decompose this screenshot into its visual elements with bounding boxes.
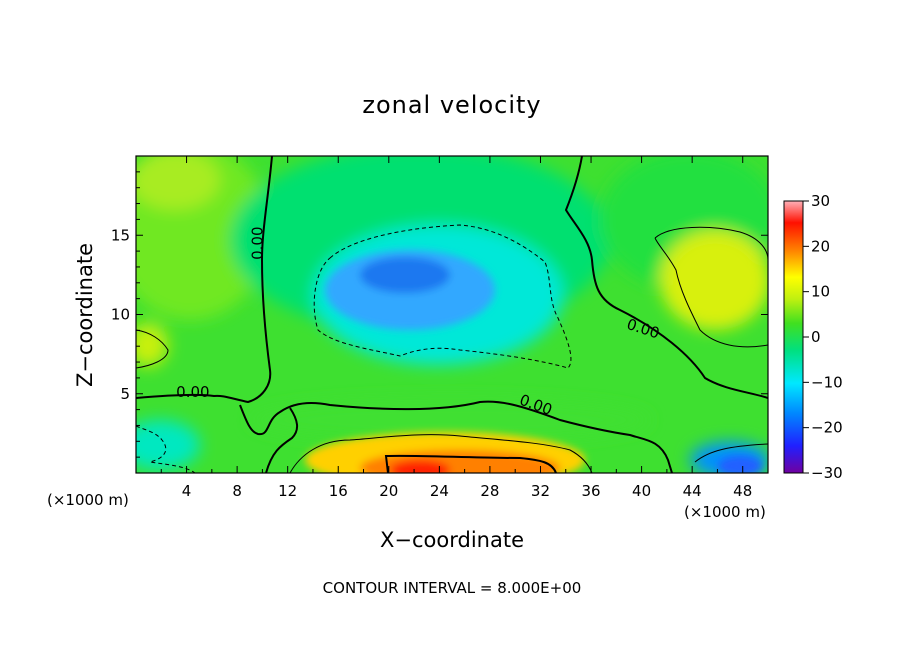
contour-lines: [136, 156, 768, 473]
negative-contour-lower-left: [136, 425, 196, 473]
y-axis-label: Z−coordinate: [73, 243, 97, 387]
x-unit-label-left: (×1000 m): [47, 491, 129, 509]
x-tick-label: 32: [531, 482, 550, 500]
colorbar-tick-label: −20: [811, 419, 843, 437]
contour-interval-footer: CONTOUR INTERVAL = 8.000E+00: [323, 579, 582, 597]
x-tick-label: 48: [733, 482, 752, 500]
colorbar-tick-label: −30: [811, 464, 843, 482]
lower-right-core-blue: [718, 456, 762, 473]
colorbar-tick-label: 0: [811, 328, 821, 346]
colorbar-tick-label: 20: [811, 237, 830, 255]
zero-contour-lower-left-branch: [265, 407, 298, 473]
x-tick-label: 16: [329, 482, 348, 500]
zero-contour-left: [136, 156, 273, 404]
field-right-yellow: [660, 230, 768, 330]
x-tick-label: 40: [632, 482, 651, 500]
zero-contour-red-core: [384, 454, 557, 473]
colorbar-tick-label: 30: [811, 192, 830, 210]
x-axis-label: X−coordinate: [380, 528, 524, 552]
x-unit-label-right: (×1000 m): [684, 503, 766, 521]
zero-contour-right: [564, 156, 768, 399]
field-left-mid-yellow: [136, 323, 168, 367]
y-tick-label: 5: [120, 385, 130, 403]
positive-contour-right: [654, 226, 768, 348]
field-upper-left-yellowgreen: [136, 156, 220, 210]
x-tick-label: 20: [379, 482, 398, 500]
x-tick-label: 24: [430, 482, 449, 500]
y-tick-label: 10: [111, 306, 130, 324]
positive-core-red: [390, 460, 450, 473]
zero-contour-lower: [239, 400, 673, 473]
chart-title: zonal velocity: [362, 91, 541, 119]
contour-label: 0.00: [248, 226, 266, 259]
field-cores: [305, 250, 762, 473]
x-tick-label: 12: [278, 482, 297, 500]
x-tick-label: 44: [683, 482, 702, 500]
colorbar-gradient: [783, 200, 804, 474]
contour-label: 0.00: [176, 383, 209, 401]
x-tick-label: 36: [581, 482, 600, 500]
negative-core-inner: [360, 257, 450, 293]
y-tick-label: 15: [111, 226, 130, 244]
positive-contour-lower: [289, 434, 593, 473]
x-tick-label: 4: [182, 482, 192, 500]
colorbar-tick-label: −10: [811, 373, 843, 391]
positive-contour-left: [136, 329, 169, 369]
colorbar-tick-label: 10: [811, 283, 830, 301]
x-tick-label: 28: [480, 482, 499, 500]
field-lower-green: [250, 398, 650, 442]
x-axis: 4 8 12 16 20 24 28 32 36 40 44 48: [160, 156, 752, 500]
lower-right-contour: [694, 443, 768, 463]
y-axis: 5 10 15: [111, 171, 768, 458]
field-lower-left-cyan: [136, 420, 200, 470]
colorbar-ticks: 30 20 10 0 −10 −20 −30: [803, 192, 843, 482]
x-tick-label: 8: [232, 482, 242, 500]
colorbar: 30 20 10 0 −10 −20 −30: [783, 192, 843, 482]
plot-area: 0.000.00 0.000.00: [136, 156, 768, 473]
